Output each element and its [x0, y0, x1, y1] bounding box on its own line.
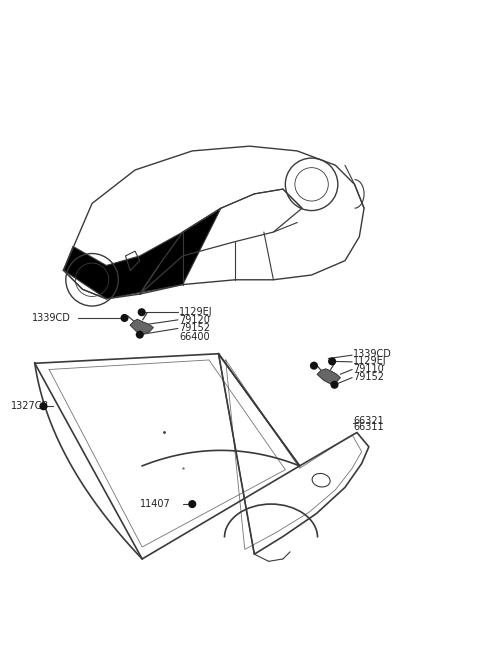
Text: 66400: 66400 [179, 332, 210, 342]
Text: 79152: 79152 [353, 371, 384, 382]
Circle shape [136, 331, 143, 338]
Circle shape [311, 362, 317, 369]
Polygon shape [63, 208, 221, 299]
Circle shape [138, 309, 145, 316]
Text: 66311: 66311 [353, 422, 384, 432]
Circle shape [329, 358, 336, 365]
Text: 1129EJ: 1129EJ [179, 307, 213, 317]
Circle shape [40, 403, 47, 409]
Text: 1339CD: 1339CD [353, 348, 392, 359]
Polygon shape [317, 369, 340, 384]
Text: 66321: 66321 [353, 415, 384, 426]
Text: 1339CD: 1339CD [33, 313, 72, 323]
Circle shape [189, 500, 196, 508]
Text: 11407: 11407 [140, 499, 170, 509]
Text: 1327CB: 1327CB [11, 402, 49, 411]
Text: 79152: 79152 [179, 324, 210, 333]
Text: 1129EJ: 1129EJ [353, 356, 387, 366]
Text: 79120: 79120 [179, 315, 210, 325]
Circle shape [121, 314, 128, 322]
Text: 79110: 79110 [353, 364, 384, 373]
Circle shape [331, 381, 338, 388]
Polygon shape [130, 320, 153, 334]
